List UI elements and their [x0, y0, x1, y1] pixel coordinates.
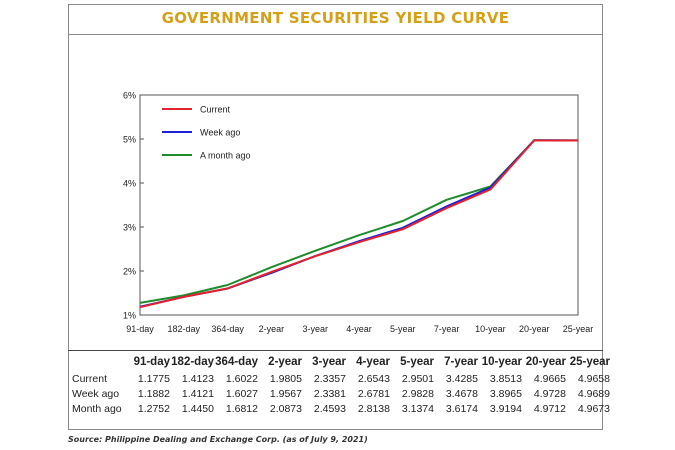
- y-tick-label: 5%: [123, 135, 136, 145]
- x-tick-label: 182-day: [168, 324, 201, 334]
- table-cell: 2.6781: [357, 387, 390, 400]
- table-cell: 1.6022: [225, 372, 258, 385]
- table-row: Month ago 1.2752 1.4450 1.6812 2.0873 2.4593 2…: [72, 401, 610, 416]
- table-cell: 1.4450: [181, 402, 214, 415]
- table-cell: 1.2752: [137, 402, 170, 415]
- x-tick-label: 5-year: [390, 324, 416, 334]
- table-cell: 3.1374: [401, 402, 434, 415]
- table-cell: 2.0873: [269, 402, 302, 415]
- table-header-cell: 4-year: [356, 355, 390, 368]
- x-tick-label: 3-year: [302, 324, 328, 334]
- table-cell: 1.4123: [181, 372, 214, 385]
- plot-area: [139, 94, 579, 316]
- x-tick-label: 20-year: [519, 324, 550, 334]
- table-header-cell: 91-day: [133, 355, 170, 368]
- table-header-cell: 2-year: [268, 355, 302, 368]
- legend-label: Week ago: [200, 128, 240, 138]
- table-cell: 3.9194: [489, 402, 522, 415]
- table-cell: 2.4593: [313, 402, 346, 415]
- table-row: Current 1.1775 1.4123 1.6022 1.9805 2.3357 2.6…: [72, 371, 610, 386]
- table-cell: 2.9501: [401, 372, 434, 385]
- chart-title: GOVERNMENT SECURITIES YIELD CURVE: [161, 9, 510, 27]
- table-header-cell: 10-year: [481, 355, 522, 368]
- table-cell: 4.9665: [533, 372, 566, 385]
- y-tick-label: 2%: [123, 267, 136, 277]
- y-tick-label: 1%: [123, 311, 136, 321]
- x-tick-label: 4-year: [346, 324, 372, 334]
- table-cell: 3.8965: [489, 387, 522, 400]
- table-cell: 2.6543: [357, 372, 390, 385]
- x-tick-label: 25-year: [563, 324, 594, 334]
- table-cell: 1.9567: [269, 387, 302, 400]
- table-cell: 3.4285: [445, 372, 478, 385]
- table-cell: 1.4121: [181, 387, 214, 400]
- table-cell: 2.3381: [313, 387, 346, 400]
- x-tick-label: 7-year: [434, 324, 460, 334]
- yield-curve-chart: 1% 2% 3% 4% 5% 6% 91-day 182-day 364-day 2-year 3-…: [123, 91, 594, 335]
- table-cell: 1.6027: [225, 387, 258, 400]
- series-line-current: [139, 139, 578, 309]
- table-cell: 4.9689: [577, 387, 610, 400]
- y-tick-label: 3%: [123, 223, 136, 233]
- table-header-cell: [72, 352, 126, 371]
- yield-table: 91-day 182-day 364-day 2-year 3-year 4-year 5-…: [72, 352, 610, 416]
- y-tick-label: 4%: [123, 179, 136, 189]
- table-header-cell: 182-day: [171, 355, 214, 368]
- legend-label: Current: [200, 105, 231, 115]
- title-divider: [68, 34, 603, 35]
- source-note: Source: Philippine Dealing and Exchange …: [68, 435, 368, 444]
- table-cell: 2.3357: [313, 372, 346, 385]
- table-cell: 4.9658: [577, 372, 610, 385]
- table-row: Week ago 1.1882 1.4121 1.6027 1.9567 2.3381 2.…: [72, 386, 610, 401]
- table-cell: 1.1882: [137, 387, 170, 400]
- y-tick-label: 6%: [123, 91, 136, 101]
- table-cell: 1.9805: [269, 372, 302, 385]
- chart-frame: [68, 4, 603, 430]
- table-cell: 3.8513: [489, 372, 522, 385]
- table-cell: 4.9712: [533, 402, 566, 415]
- table-header-row: 91-day 182-day 364-day 2-year 3-year 4-year 5-…: [72, 352, 610, 371]
- table-row-label: Week ago: [72, 387, 120, 400]
- x-tick-label: 91-day: [126, 324, 154, 334]
- table-cell: 1.6812: [225, 402, 258, 415]
- x-tick-label: 2-year: [259, 324, 285, 334]
- table-row-label: Month ago: [72, 402, 122, 415]
- table-body: Current 1.1775 1.4123 1.6022 1.9805 2.3357 2.6…: [72, 371, 610, 416]
- table-cell: 1.1775: [137, 372, 170, 385]
- table-cell: 2.8138: [357, 402, 390, 415]
- table-header-cell: 7-year: [444, 355, 478, 368]
- table-cell: 2.9828: [401, 387, 434, 400]
- table-row-label: Current: [72, 372, 108, 385]
- x-tick-label: 364-day: [211, 324, 244, 334]
- table-cell: 3.6174: [445, 402, 478, 415]
- x-tick-label: 10-year: [475, 324, 506, 334]
- table-header-cell: 3-year: [312, 355, 346, 368]
- table-top-rule: [68, 350, 603, 351]
- table-header-cell: 5-year: [400, 355, 434, 368]
- table-header-cell: 25-year: [569, 355, 610, 368]
- table-header-cell: 20-year: [525, 355, 566, 368]
- table-header-cell: 364-day: [215, 355, 258, 368]
- table-cell: 4.9673: [577, 402, 610, 415]
- table-cell: 4.9728: [533, 387, 566, 400]
- legend-label: A month ago: [200, 151, 251, 161]
- table-cell: 3.4678: [445, 387, 478, 400]
